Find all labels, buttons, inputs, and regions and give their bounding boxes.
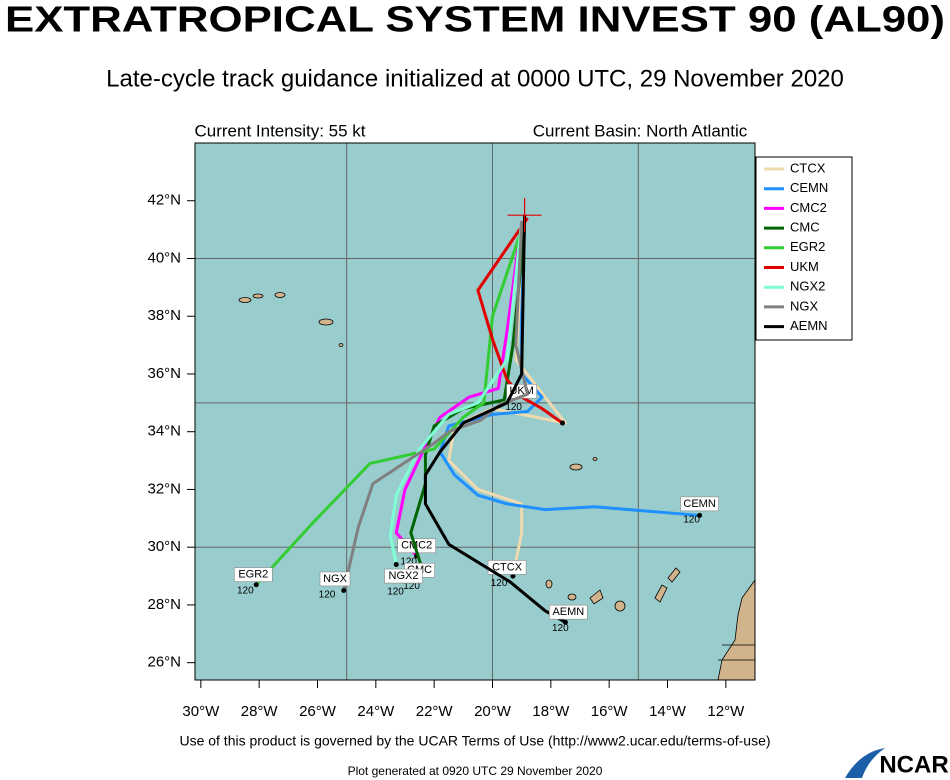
x-tick-label: 22°W <box>416 703 454 720</box>
y-tick-label: 28°N <box>147 596 181 613</box>
model-label: NGX2 <box>389 570 419 582</box>
logo: NCAR <box>879 751 948 778</box>
x-tick-label: 18°W <box>532 703 570 720</box>
island <box>274 292 286 298</box>
y-tick-label: 26°N <box>147 654 181 671</box>
logo-mark <box>845 748 885 778</box>
x-tick-label: 20°W <box>474 703 512 720</box>
y-tick-label: 40°N <box>147 249 181 266</box>
hour-label: 120 <box>387 587 404 598</box>
model-label: AEMN <box>552 606 584 618</box>
model-label: CMC2 <box>401 540 432 552</box>
model-label-box <box>319 571 351 587</box>
map-frame <box>194 142 756 681</box>
model-label: CTCX <box>492 561 523 573</box>
island <box>589 589 604 605</box>
model-label: EGR2 <box>238 569 268 581</box>
y-tick-label: 38°N <box>147 307 181 324</box>
island <box>614 600 626 612</box>
logo-swoosh <box>845 748 885 778</box>
legend-label: AEMN <box>790 318 828 333</box>
hour-label: 120 <box>400 556 417 567</box>
track <box>476 217 564 425</box>
track <box>409 229 527 571</box>
island <box>252 293 264 299</box>
x-tick-label: 12°W <box>707 703 745 720</box>
track <box>388 220 524 565</box>
subtitle: Late-cycle track guidance initialized at… <box>106 65 844 92</box>
model-label-box <box>549 604 588 620</box>
track-end <box>341 588 347 593</box>
island <box>545 579 553 589</box>
island <box>238 297 252 303</box>
land <box>238 292 756 681</box>
hour-label: 120 <box>552 623 569 634</box>
x-tick-label: 30°W <box>182 703 220 720</box>
model-label: CEMN <box>683 498 715 510</box>
legend-label: CMC <box>790 220 820 235</box>
border <box>718 644 755 661</box>
x-tick-label: 26°W <box>299 703 337 720</box>
y-tick-label: 36°N <box>147 365 181 382</box>
track-end <box>253 582 259 588</box>
track-end <box>510 573 516 579</box>
hour-label: 120 <box>683 515 700 526</box>
island <box>592 457 598 461</box>
track-end <box>562 619 568 625</box>
track <box>394 220 524 557</box>
y-tick-label: 34°N <box>147 423 181 440</box>
island <box>338 343 344 347</box>
island <box>569 463 583 471</box>
x-tick-label: 16°W <box>591 703 629 720</box>
terms: Use of this product is governed by the U… <box>179 733 770 749</box>
track-end <box>560 420 565 426</box>
hour-label: 120 <box>491 578 508 589</box>
ocean <box>195 143 755 680</box>
x-tick-label: 24°W <box>357 703 395 720</box>
legend-label: EGR2 <box>790 239 825 254</box>
legend-label: NGX2 <box>790 279 825 294</box>
legend-label: UKM <box>790 259 819 274</box>
island <box>567 593 577 601</box>
island <box>667 567 681 583</box>
track-end <box>697 512 703 518</box>
legend-label: CEMN <box>790 180 828 195</box>
model-label-box <box>384 568 423 584</box>
island <box>654 584 668 603</box>
hour-label: 120 <box>505 402 522 413</box>
intensity: Current Intensity: 55 kt <box>194 121 365 140</box>
y-tick-label: 42°N <box>147 192 181 209</box>
basin: Current Basin: North Atlantic <box>533 121 748 140</box>
hour-label: 120 <box>403 581 420 592</box>
track <box>423 215 567 624</box>
hour-label: 120 <box>319 590 336 601</box>
title: EXTRATROPICAL SYSTEM INVEST 90 (AL90) <box>5 0 945 40</box>
legend-label: NGX <box>790 298 819 313</box>
x-tick-label: 28°W <box>241 703 279 720</box>
track-end <box>393 562 399 568</box>
hour-label: 120 <box>237 585 254 596</box>
model-label: NGX <box>323 573 348 585</box>
x-tick-label: 14°W <box>649 703 687 720</box>
legend-label: CTCX <box>790 160 826 175</box>
legend-label: CMC2 <box>790 200 827 215</box>
model-label-box <box>234 567 273 582</box>
island <box>318 318 334 326</box>
y-tick-label: 32°N <box>147 480 181 497</box>
y-tick-label: 30°N <box>147 538 181 555</box>
model-label-box <box>680 496 719 512</box>
generated: Plot generated at 0920 UTC 29 November 2… <box>348 764 603 778</box>
